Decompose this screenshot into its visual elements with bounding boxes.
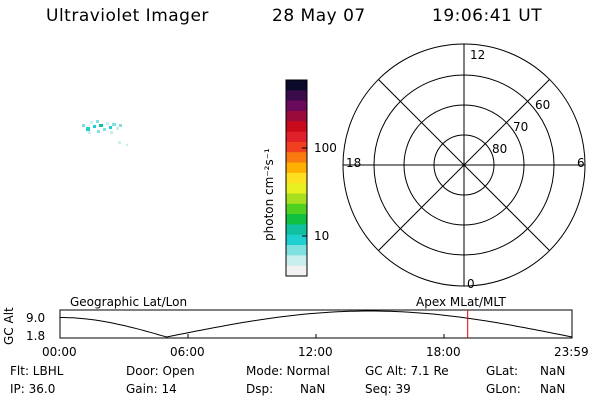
timeline-title-left: Geographic Lat/Lon bbox=[70, 295, 188, 309]
mode-info: Mode: Normal bbox=[246, 364, 330, 378]
polar-plot bbox=[342, 43, 586, 287]
dsp-value: NaN bbox=[300, 382, 326, 396]
timeline-xtick-3: 18:00 bbox=[426, 345, 461, 359]
timeline-xtick-1: 06:00 bbox=[170, 345, 205, 359]
timeline-xtick-4: 23:59 bbox=[554, 345, 589, 359]
timeline-frame bbox=[59, 309, 573, 339]
mlt-label-18: 18 bbox=[346, 156, 362, 170]
instrument-title: Ultraviolet Imager bbox=[46, 6, 209, 26]
gain-info: Gain: 14 bbox=[126, 382, 177, 396]
glon-value: NaN bbox=[540, 382, 566, 396]
seq-info: Seq: 39 bbox=[365, 382, 411, 396]
door-info: Door: Open bbox=[126, 364, 195, 378]
colorbar-stripe bbox=[286, 131, 307, 143]
colorbar-stripe bbox=[286, 172, 307, 184]
colorbar-stripe bbox=[286, 121, 307, 133]
colorbar-stripe bbox=[286, 110, 307, 122]
colorbar-stripe bbox=[286, 265, 307, 277]
timeline-xticks bbox=[59, 334, 573, 338]
ip-info: IP: 36.0 bbox=[10, 382, 56, 396]
colorbar-stripe bbox=[286, 203, 307, 215]
colorbar-stripe bbox=[286, 90, 307, 102]
colorbar-stripe bbox=[286, 245, 307, 256]
colorbar-stripe bbox=[286, 234, 307, 246]
timeline-ytick-bottom: 1.8 bbox=[26, 329, 46, 343]
colorbar-stripe bbox=[286, 100, 307, 112]
timeline-title-right: Apex MLat/MLT bbox=[416, 295, 506, 309]
mlt-label-6: 6 bbox=[577, 156, 585, 170]
glat-label: GLat: bbox=[486, 364, 519, 378]
timeline-ylabel: GC Alt bbox=[2, 307, 16, 345]
aurora-image bbox=[82, 120, 128, 146]
color-bar bbox=[286, 80, 307, 277]
colorbar-stripe bbox=[286, 193, 307, 205]
date-label: 28 May 07 bbox=[272, 6, 366, 26]
glon-label: GLon: bbox=[486, 382, 521, 396]
colorbar-stripe bbox=[286, 80, 307, 91]
lat-label-80: 80 bbox=[492, 142, 508, 156]
colorbar-stripe bbox=[286, 183, 307, 194]
colorbar-stripe bbox=[286, 141, 307, 153]
colorbar-label-10: 10 bbox=[314, 229, 330, 243]
timeline-ytick-top: 9.0 bbox=[26, 311, 46, 325]
mlt-label-0: 0 bbox=[467, 277, 475, 291]
colorbar-stripe bbox=[286, 162, 307, 174]
filter-info: Flt: LBHL bbox=[10, 364, 64, 378]
colorbar-stripe bbox=[286, 255, 307, 267]
colorbar-stripe bbox=[286, 214, 307, 225]
time-label: 19:06:41 UT bbox=[432, 6, 543, 26]
altitude-curve bbox=[60, 310, 573, 338]
glat-value: NaN bbox=[540, 364, 566, 378]
lat-label-60: 60 bbox=[535, 98, 551, 112]
colorbar-stripe bbox=[286, 152, 307, 164]
gc-alt-info: GC Alt: 7.1 Re bbox=[365, 364, 449, 378]
colorbar-label-100: 100 bbox=[314, 141, 337, 155]
timeline-xtick-2: 12:00 bbox=[298, 345, 333, 359]
dsp-label: Dsp: bbox=[246, 382, 274, 396]
lat-label-70: 70 bbox=[513, 120, 529, 134]
colorbar-stripe bbox=[286, 224, 307, 236]
colorbar-unit-label: photon cm⁻²s⁻¹ bbox=[262, 148, 276, 241]
color-bar-frame bbox=[285, 79, 308, 277]
mlt-label-12: 12 bbox=[470, 48, 486, 62]
timeline-xtick-0: 00:00 bbox=[42, 345, 77, 359]
